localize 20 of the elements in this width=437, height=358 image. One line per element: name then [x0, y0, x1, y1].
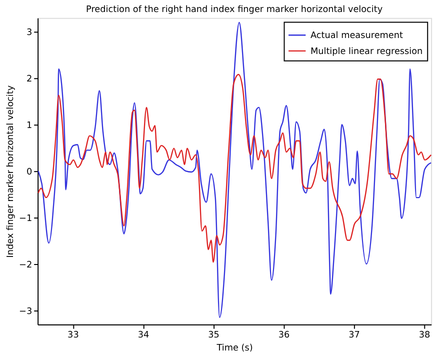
legend-label: Actual measurement [310, 31, 404, 42]
y-tick-label: −1 [19, 214, 32, 224]
x-tick-label: 37 [348, 330, 360, 341]
x-tick-label: 38 [418, 330, 431, 341]
legend-label: Multiple linear regression [310, 46, 423, 57]
x-tick-label: 35 [208, 330, 220, 341]
y-tick-label: 0 [26, 168, 32, 178]
x-axis-title: Time (s) [216, 344, 253, 354]
y-axis-title: Index finger marker horizontal velocity [6, 85, 16, 258]
y-tick-label: 3 [26, 28, 32, 38]
y-tick-label: −2 [19, 260, 32, 270]
y-tick-label: −3 [19, 306, 32, 317]
line-series [38, 74, 432, 263]
x-tick-label: 33 [68, 330, 79, 341]
chart-title: Prediction of the right hand index finger marker horizontal velocity [86, 4, 383, 15]
x-tick-label: 34 [138, 330, 150, 341]
x-tick-label: 36 [278, 330, 290, 341]
y-tick-label: 1 [26, 121, 32, 132]
y-tick-label: 2 [26, 74, 32, 85]
line-series [38, 22, 432, 318]
